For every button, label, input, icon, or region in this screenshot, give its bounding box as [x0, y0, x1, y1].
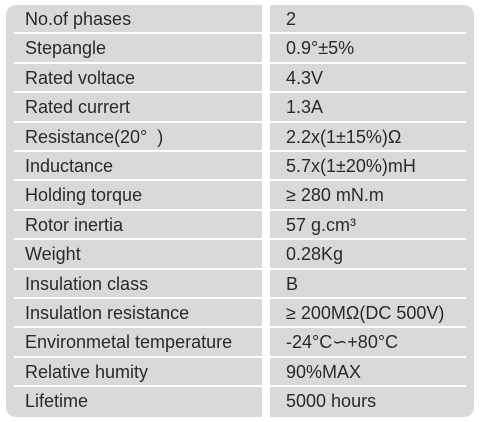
parameter-name: Inductance [25, 156, 114, 176]
parameter-value: 4.3V [286, 67, 324, 88]
parameter-value: B [286, 273, 299, 294]
parameter-name: Resistance(20° ) [25, 126, 164, 147]
parameter-value: 57 g.cm³ [286, 214, 357, 235]
table-row: Holding torque ≥ 280 mN.m [6, 181, 474, 212]
parameter-value: 0.9°±5% [286, 38, 355, 59]
parameter-name: Rated currert [25, 97, 131, 118]
table-row: Rated currert 1.3A [6, 93, 474, 123]
parameter-value: 90%MAX [286, 361, 362, 382]
table-row: Insulatlon resistance ≥ 200MΩ(DC 500V) [6, 299, 474, 329]
table-row: Weight 0.28Kg [6, 240, 474, 270]
table-row: Relative humity 90%MAX [6, 358, 474, 388]
parameter-name: No.of phases [25, 9, 132, 29]
parameter-name: Holding torque [25, 185, 143, 206]
specification-table: No.of phases 2 Stepangle 0.9°±5% Rated v… [6, 5, 474, 417]
parameter-value: 5000 hours [286, 391, 377, 412]
table-row: Insulation class B [6, 270, 474, 300]
parameter-value: 1.3A [286, 97, 324, 118]
parameter-name: Lifetime [25, 391, 89, 412]
column-divider [262, 5, 270, 417]
table-row: Inductance 5.7x(1±20%)mH [6, 152, 474, 182]
parameter-value: 2.2x(1±15%)Ω [286, 126, 402, 147]
table-row: No.of phases 2 [6, 5, 474, 35]
table-row: Lifetime 5000 hours [6, 387, 474, 416]
table-row: Rated voltace 4.3V [6, 64, 474, 94]
table-row: Environmetal temperature -24°C∽+80°C [6, 328, 474, 359]
parameter-name: Insulatlon resistance [25, 303, 190, 323]
parameter-name: Weight [25, 244, 81, 265]
parameter-value: 5.7x(1±20%)mH [286, 156, 416, 176]
parameter-name: Rotor inertia [25, 214, 124, 235]
parameter-name: Insulation class [25, 273, 149, 294]
parameter-value: 2 [286, 9, 297, 29]
table-row: Rotor inertia 57 g.cm³ [6, 211, 474, 241]
parameter-value: ≥ 280 mN.m [286, 185, 384, 206]
parameter-value: ≥ 200MΩ(DC 500V) [286, 303, 445, 323]
parameter-name: Rated voltace [25, 67, 136, 88]
table-row: Stepangle 0.9°±5% [6, 34, 474, 65]
table-row: Resistance(20° ) 2.2x(1±15%)Ω [6, 123, 474, 153]
parameter-name: Stepangle [25, 38, 107, 59]
parameter-value: 0.28Kg [286, 244, 344, 265]
parameter-value: -24°C∽+80°C [286, 332, 399, 353]
parameter-name: Environmetal temperature [25, 332, 233, 353]
parameter-name: Relative humity [25, 361, 149, 382]
